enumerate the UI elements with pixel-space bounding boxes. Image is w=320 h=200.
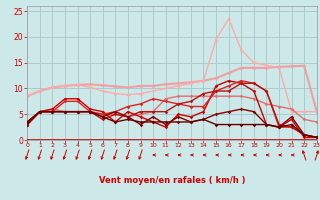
Text: Vent moyen/en rafales ( km/h ): Vent moyen/en rafales ( km/h ) <box>99 176 245 185</box>
